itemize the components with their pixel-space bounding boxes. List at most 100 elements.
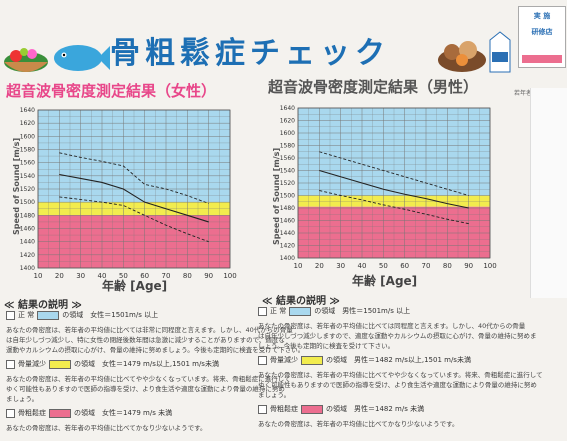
checkbox[interactable] <box>6 359 15 369</box>
y-tick-label: 1620 <box>20 120 35 127</box>
normal-label: 正 常 <box>270 307 287 315</box>
male-legend-osteo: 骨粗鬆症 の領域 男性＝1482 m/s 未満 <box>258 404 528 414</box>
female-legend-normal: 正 常 の領域 女性＝1501m/s 以上 <box>6 310 256 320</box>
normal-desc: の領域 女性＝1501m/s 以上 <box>62 311 159 319</box>
male-osteo-text-1: あなたの骨密度は、若年者の平均値に比べてかなり少ないようです。 <box>258 420 459 428</box>
salad-bowl-illustration <box>4 48 48 72</box>
y-tick-label: 1500 <box>280 193 295 200</box>
y-tick-label: 1580 <box>280 143 295 150</box>
checkbox[interactable] <box>258 355 267 365</box>
male-normal-text-3: しょう。今後も定期的に検査を受けて下さい。 <box>258 342 395 350</box>
male-low-text-1: あなたの骨密度は、若年者の平均値に比べてやや少なくなっています。将来、骨粗鬆症に… <box>258 371 543 379</box>
female-normal-text-3: 運動やカルシウムの摂取に心がけ、骨量の維持に努めましょう。今後も定期的に検査を受… <box>6 346 305 354</box>
checkbox[interactable] <box>258 306 267 316</box>
y-tick-label: 1600 <box>20 133 35 140</box>
fish-illustration <box>54 45 110 71</box>
y-tick-label: 1440 <box>20 239 35 246</box>
male-low-text-2: ゆく可能性もありますので医師の指導を受け、より食生活や適度な運動により骨量の維持… <box>258 381 537 389</box>
food-dish-illustration <box>438 41 486 72</box>
y-tick-label: 1520 <box>20 186 35 193</box>
series-line-1 <box>319 169 469 209</box>
series-line-0 <box>59 152 209 204</box>
female-bone-density-chart: 1400 1420 1440 1460 1480 1500 1520 1540 1560 1580… <box>20 107 237 280</box>
female-osteo-text-1: あなたの骨密度は、若年者の平均値に比べてかなり少ないようです。 <box>6 424 207 432</box>
stamp-label-1: 実 施 <box>533 12 551 20</box>
stamp-label-2: 研修店 <box>531 28 553 36</box>
osteo-swatch <box>301 404 323 414</box>
female-low-text-2: ゆく可能性もありますので医師の指導を受け、より食生活や適度な運動により骨量の維持… <box>6 385 285 393</box>
y-tick-label: 1640 <box>20 107 35 114</box>
female-normal-text-2: は自年少しづつ減少し、特に女性の閉経後数年間は急激に減少することがありますので、… <box>6 336 285 344</box>
y-tick-label: 1560 <box>20 160 35 167</box>
x-tick-label: 100 <box>223 272 236 280</box>
y-tick-label: 1440 <box>280 230 295 237</box>
female-y-axis-label: Speed of Sound [m/s] <box>12 137 21 235</box>
female-normal-text-1: あなたの骨密度は、若年者の平均値に比べては非常に同程度と言えます。しかし、40代… <box>6 326 293 334</box>
low-label: 骨量減少 <box>18 360 46 368</box>
x-tick-label: 80 <box>443 262 452 270</box>
x-tick-label: 70 <box>162 272 171 280</box>
x-tick-label: 90 <box>464 262 473 270</box>
x-tick-label: 50 <box>119 272 128 280</box>
osteo-swatch <box>49 408 71 418</box>
y-tick-label: 1480 <box>280 205 295 212</box>
x-tick-label: 40 <box>358 262 367 270</box>
y-tick-label: 1420 <box>280 243 295 250</box>
series-line-1 <box>59 173 209 223</box>
y-tick-label: 1520 <box>280 180 295 187</box>
osteo-desc: の領域 女性＝1479 m/s 未満 <box>74 409 173 417</box>
x-tick-label: 70 <box>422 262 431 270</box>
x-tick-label: 30 <box>76 272 85 280</box>
male-y-axis-label: Speed of Sound [m/s] <box>272 147 281 245</box>
checkbox[interactable] <box>6 408 15 418</box>
male-legend-heading: ≪ 結果の説明 ≫ <box>262 296 340 307</box>
checkbox[interactable] <box>6 310 15 320</box>
stamp-color-bar <box>522 55 562 63</box>
normal-desc: の領域 男性＝1501m/s 以上 <box>314 307 411 315</box>
osteo-desc: の領域 男性＝1482 m/s 未満 <box>326 405 425 413</box>
female-legend-low: 骨量減少 の領域 女性＝1479 m/s以上,1501 m/s未満 <box>6 359 256 369</box>
female-low-text-3: ましょう。 <box>6 395 39 403</box>
low-swatch <box>301 355 323 365</box>
y-tick-label: 1620 <box>280 118 295 125</box>
male-low-text-3: ましょう。 <box>258 391 291 399</box>
normal-swatch <box>37 310 60 320</box>
female-legend-heading: ≪ 結果の説明 ≫ <box>4 300 82 311</box>
y-tick-label: 1460 <box>280 218 295 225</box>
y-tick-label: 1560 <box>280 155 295 162</box>
x-tick-label: 20 <box>315 262 324 270</box>
y-tick-label: 1420 <box>20 252 35 259</box>
series-line-0 <box>319 151 469 196</box>
y-tick-label: 1640 <box>280 105 295 112</box>
x-tick-label: 100 <box>483 262 496 270</box>
male-chart-title: 超音波骨密度測定結果（男性） <box>268 78 479 96</box>
paper-strip <box>530 88 567 298</box>
y-tick-label: 1540 <box>20 173 35 180</box>
series-line-2 <box>59 196 209 243</box>
stamp-box: 実 施 研修店 <box>518 6 566 68</box>
x-tick-label: 10 <box>294 262 303 270</box>
female-x-axis-label: 年齢 [Age] <box>102 279 168 293</box>
plot-frame <box>297 107 491 259</box>
low-label: 骨量減少 <box>270 356 298 364</box>
male-bone-density-chart: 1400 1420 1440 1460 1480 1500 1520 1540 1560 1580… <box>280 105 497 270</box>
low-swatch <box>49 359 71 369</box>
checkbox[interactable] <box>258 404 267 414</box>
x-tick-label: 40 <box>98 272 107 280</box>
y-tick-label: 1540 <box>280 168 295 175</box>
male-normal-text-2: は自年少しづつ減少しますので、適度な運動やカルシウムの摂取に心がけ、骨量の維持に… <box>258 332 537 340</box>
low-desc: の領域 男性＝1482 m/s以上,1501 m/s未満 <box>326 356 471 364</box>
x-tick-label: 30 <box>336 262 345 270</box>
x-tick-label: 60 <box>140 272 149 280</box>
male-legend: 正 常 の領域 男性＝1501m/s 以上 あなたの骨密度は、若年者の平均値に比… <box>258 306 543 428</box>
y-tick-label: 1580 <box>20 147 35 154</box>
y-tick-label: 1500 <box>20 199 35 206</box>
female-low-text-1: あなたの骨密度は、若年者の平均値に比べてやや少なくなっています。将来、骨粗鬆症に… <box>6 375 291 383</box>
male-x-axis-label: 年齢 [Age] <box>352 274 418 288</box>
x-tick-label: 60 <box>400 262 409 270</box>
osteo-label: 骨粗鬆症 <box>18 409 46 417</box>
female-legend: 正 常 の領域 女性＝1501m/s 以上 あなたの骨密度は、若年者の平均値に比… <box>6 310 305 432</box>
series-line-2 <box>319 190 469 225</box>
male-legend-low: 骨量減少 の領域 男性＝1482 m/s以上,1501 m/s未満 <box>258 355 528 365</box>
male-normal-text-1: あなたの骨密度は、若年者の平均値に比べては同程度と言えます。しかし、40代からの… <box>258 322 526 330</box>
